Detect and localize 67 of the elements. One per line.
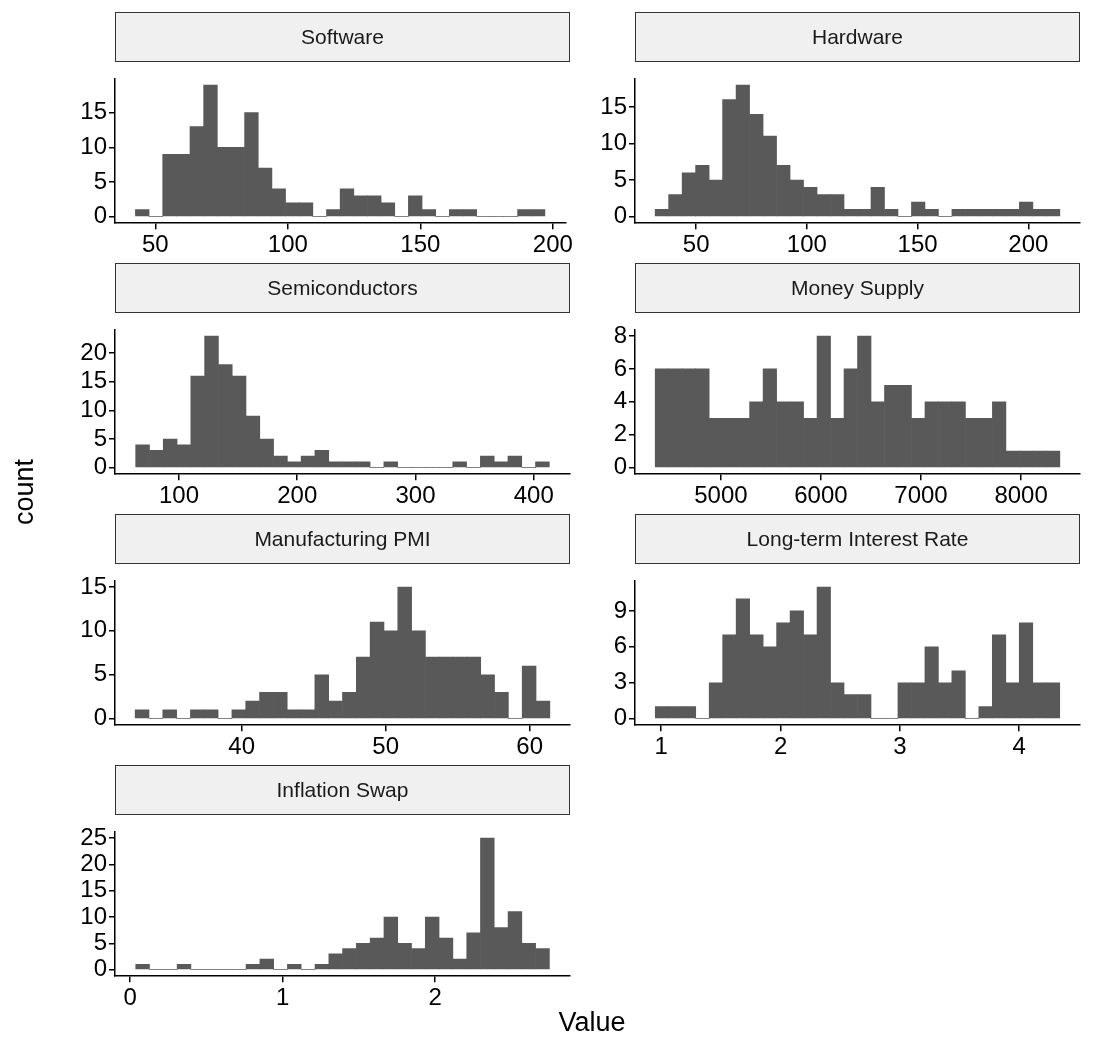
x-tick-label: 7000 <box>894 481 948 509</box>
x-tick-label: 60 <box>516 732 544 760</box>
y-tick-label: 6 <box>613 353 627 381</box>
chart-title: Semiconductors <box>115 263 570 313</box>
chart-title: Software <box>115 12 570 62</box>
y-axis-title: count <box>8 458 40 526</box>
x-tick-label: 100 <box>158 481 199 509</box>
x-tick-label: 8000 <box>994 481 1048 509</box>
chart-title: Hardware <box>635 12 1080 62</box>
x-tick-label: 2 <box>428 983 442 1011</box>
y-tick-label: 0 <box>93 201 107 229</box>
y-tick-label: 8 <box>613 320 627 348</box>
y-tick-label: 25 <box>80 822 107 850</box>
x-tick-label: 3 <box>893 732 907 760</box>
x-axis-title: Value <box>558 1006 626 1038</box>
x-tick-label: 100 <box>786 230 827 258</box>
y-tick-label: 0 <box>613 201 627 229</box>
chart-title: Manufacturing PMI <box>115 514 570 564</box>
y-tick-label: 9 <box>613 595 627 623</box>
x-tick-label: 40 <box>228 732 256 760</box>
x-tick-label: 6000 <box>794 481 848 509</box>
y-tick-label: 10 <box>80 615 107 643</box>
y-tick-label: 15 <box>80 97 107 125</box>
x-tick-label: 5000 <box>694 481 748 509</box>
y-tick-label: 15 <box>80 875 107 903</box>
x-tick-label: 300 <box>395 481 436 509</box>
y-tick-label: 5 <box>93 927 107 955</box>
x-tick-label: 400 <box>513 481 554 509</box>
y-tick-label: 0 <box>93 452 107 480</box>
y-tick-label: 5 <box>93 423 107 451</box>
y-tick-label: 10 <box>80 131 107 159</box>
x-tick-label: 1 <box>654 732 668 760</box>
y-tick-label: 10 <box>600 128 627 156</box>
y-tick-label: 10 <box>80 395 107 423</box>
y-tick-label: 20 <box>80 337 107 365</box>
y-tick-label: 4 <box>613 386 627 414</box>
y-tick-label: 2 <box>613 419 627 447</box>
x-tick-label: 150 <box>400 230 441 258</box>
y-tick-label: 5 <box>93 659 107 687</box>
y-tick-label: 3 <box>613 667 627 695</box>
y-tick-label: 5 <box>93 166 107 194</box>
y-tick-label: 0 <box>613 703 627 731</box>
y-tick-label: 15 <box>80 366 107 394</box>
x-tick-label: 1 <box>275 983 290 1011</box>
x-tick-label: 100 <box>267 230 308 258</box>
x-tick-label: 200 <box>1008 230 1049 258</box>
y-tick-label: 5 <box>613 164 627 192</box>
y-tick-label: 15 <box>600 91 627 119</box>
x-tick-label: 200 <box>532 230 573 258</box>
y-tick-label: 15 <box>80 571 107 599</box>
x-tick-label: 0 <box>123 983 137 1011</box>
y-tick-label: 0 <box>93 954 107 982</box>
chart-title: Inflation Swap <box>115 765 570 815</box>
x-tick-label: 50 <box>372 732 400 760</box>
y-tick-label: 10 <box>80 901 107 929</box>
x-tick-label: 4 <box>1012 732 1026 760</box>
chart-title: Money Supply <box>635 263 1080 313</box>
x-tick-label: 2 <box>773 732 788 760</box>
y-tick-label: 20 <box>80 848 107 876</box>
y-tick-label: 0 <box>613 452 627 480</box>
x-tick-label: 50 <box>141 230 169 258</box>
y-tick-label: 0 <box>93 703 107 731</box>
x-tick-label: 150 <box>897 230 938 258</box>
x-tick-label: 50 <box>682 230 710 258</box>
chart-title: Long-term Interest Rate <box>635 514 1080 564</box>
y-tick-label: 6 <box>613 631 627 659</box>
x-tick-label: 200 <box>277 481 318 509</box>
